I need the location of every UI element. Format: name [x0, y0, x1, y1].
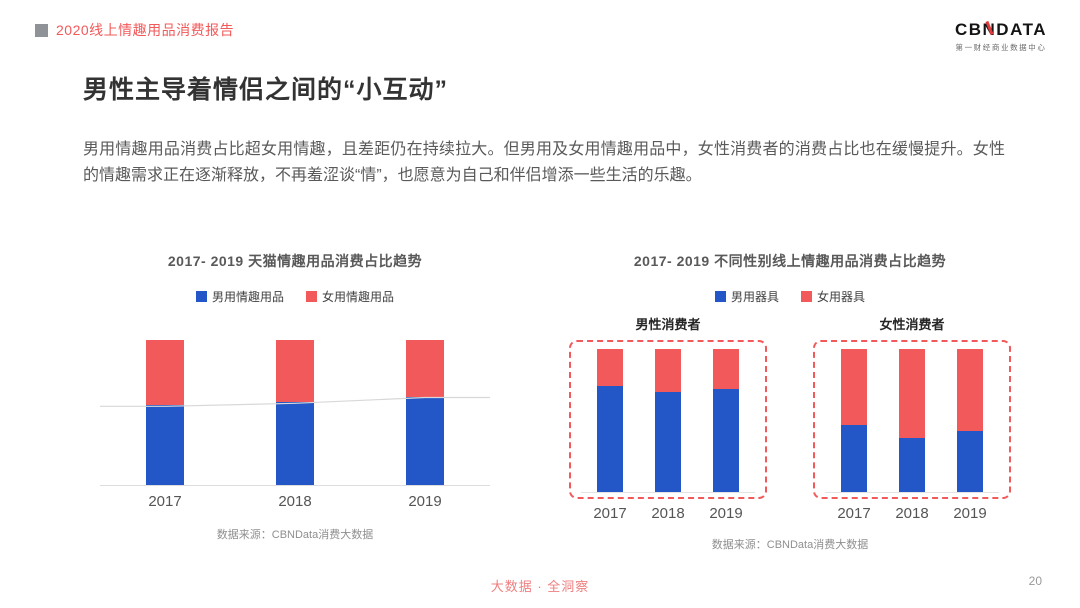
bar-column [697, 349, 755, 492]
left-chart-cats: 2017 2018 2019 [100, 493, 490, 510]
legend-swatch [195, 291, 207, 302]
male-consumers-group: 男性消费者 2017 2018 2019 [569, 314, 767, 522]
category-label: 2019 [953, 505, 987, 522]
legend-label: 男用器具 [730, 290, 779, 304]
male-group-dashed-box [569, 340, 767, 499]
bar-segment [841, 349, 867, 425]
female-group-label: 女性消费者 [879, 317, 945, 332]
bar-segment [276, 340, 314, 403]
female-group-bars [825, 349, 999, 493]
legend-item: 男用情趣用品 [195, 288, 284, 305]
category-label: 2018 [651, 505, 685, 522]
left-chart-bars [100, 340, 490, 486]
legend-label: 男用情趣用品 [211, 290, 284, 304]
bar-column [825, 349, 883, 492]
square-bullet-icon [35, 23, 48, 37]
bar-column [639, 349, 697, 492]
slide-header: 2020线上情趣用品消费报告 CBNDATA 第一财经商业数据中心 [35, 20, 1047, 53]
female-consumers-group: 女性消费者 2017 2018 2019 [813, 314, 1011, 522]
legend-item: 女用器具 [801, 288, 865, 305]
category-label: 2018 [895, 505, 929, 522]
cbndata-logo-subtitle: 第一财经商业数据中心 [955, 43, 1047, 52]
bar-segment [146, 405, 184, 485]
right-chart: 2017- 2019 不同性别线上情趣用品消费占比趋势 男用器具 女用器具 男性消… [535, 251, 1045, 552]
report-tag: 2020线上情趣用品消费报告 [35, 20, 234, 40]
stacked-bar [899, 349, 925, 492]
bar-segment [655, 391, 681, 492]
bar-segment [146, 340, 184, 406]
left-chart-title: 2017- 2019 天猫情趣用品消费占比趋势 [167, 253, 423, 269]
male-group-cats: 2017 2018 2019 [569, 505, 767, 522]
right-chart-legend: 男用器具 女用器具 [535, 288, 1045, 305]
bar-segment [713, 349, 739, 390]
legend-label: 女用器具 [817, 290, 866, 304]
stacked-bar [841, 349, 867, 492]
right-chart-groups: 男性消费者 2017 2018 2019 女性消费者 2017 2018 2019 [535, 314, 1045, 522]
legend-swatch [306, 291, 317, 302]
stacked-bar [146, 340, 184, 485]
bar-column [100, 340, 230, 485]
stacked-bar [655, 349, 681, 492]
logo-suffix: DATA [996, 20, 1047, 39]
category-label: 2019 [408, 493, 442, 510]
logo-prefix: CB [954, 20, 983, 39]
bar-segment [655, 349, 681, 392]
body-paragraph: 男用情趣用品消费占比超女用情趣，且差距仍在持续拉大。但男用及女用情趣用品中，女性… [83, 141, 1005, 184]
cbndata-logo: CBNDATA 第一财经商业数据中心 [955, 20, 1047, 53]
page-number: 20 [1028, 574, 1042, 588]
logo-n-letter: N [982, 20, 997, 39]
bar-column [883, 349, 941, 492]
legend-item: 女用情趣用品 [306, 288, 394, 305]
bar-segment [957, 430, 983, 492]
left-chart: 2017- 2019 天猫情趣用品消费占比趋势 男用情趣用品 女用情趣用品 201… [55, 251, 535, 552]
bar-segment [957, 349, 983, 431]
legend-item: 男用器具 [714, 288, 779, 305]
bar-segment [841, 424, 867, 492]
bar-column [581, 349, 639, 492]
footer-slogan: 大数据 · 全洞察 [490, 579, 590, 594]
legend-swatch [801, 291, 812, 302]
stacked-bar [957, 349, 983, 492]
bar-segment [597, 386, 623, 492]
stacked-bar [713, 349, 739, 492]
bar-segment [406, 340, 444, 397]
left-chart-legend: 男用情趣用品 女用情趣用品 [55, 288, 535, 305]
male-group-label: 男性消费者 [635, 317, 701, 332]
charts-area: 2017- 2019 天猫情趣用品消费占比趋势 男用情趣用品 女用情趣用品 201… [55, 251, 1045, 552]
category-label: 2017 [837, 505, 871, 522]
bar-segment [276, 402, 314, 485]
right-chart-source: 数据来源：CBNData消费大数据 [711, 539, 869, 551]
cbndata-logo-text: CBNDATA [955, 20, 1047, 40]
bar-segment [899, 349, 925, 438]
bar-column [230, 340, 360, 485]
left-chart-source: 数据来源：CBNData消费大数据 [216, 529, 374, 541]
category-label: 2018 [278, 493, 312, 510]
category-label: 2017 [148, 493, 182, 510]
page-title: 男性主导着情侣之间的“小互动” [83, 76, 449, 104]
legend-swatch [714, 291, 726, 302]
male-group-bars [581, 349, 755, 493]
bar-column [360, 340, 490, 485]
legend-label: 女用情趣用品 [322, 290, 395, 304]
bar-column [941, 349, 999, 492]
bar-segment [899, 437, 925, 492]
report-title: 2020线上情趣用品消费报告 [56, 22, 235, 38]
category-label: 2017 [593, 505, 627, 522]
bar-segment [597, 349, 623, 387]
female-group-dashed-box [813, 340, 1011, 499]
category-label: 2019 [709, 505, 743, 522]
stacked-bar [406, 340, 444, 485]
bar-segment [406, 396, 444, 485]
stacked-bar [276, 340, 314, 485]
stacked-bar [597, 349, 623, 492]
female-group-cats: 2017 2018 2019 [813, 505, 1011, 522]
bar-segment [713, 389, 739, 492]
right-chart-title: 2017- 2019 不同性别线上情趣用品消费占比趋势 [633, 253, 947, 269]
left-chart-plot: 2017 2018 2019 [100, 340, 490, 510]
